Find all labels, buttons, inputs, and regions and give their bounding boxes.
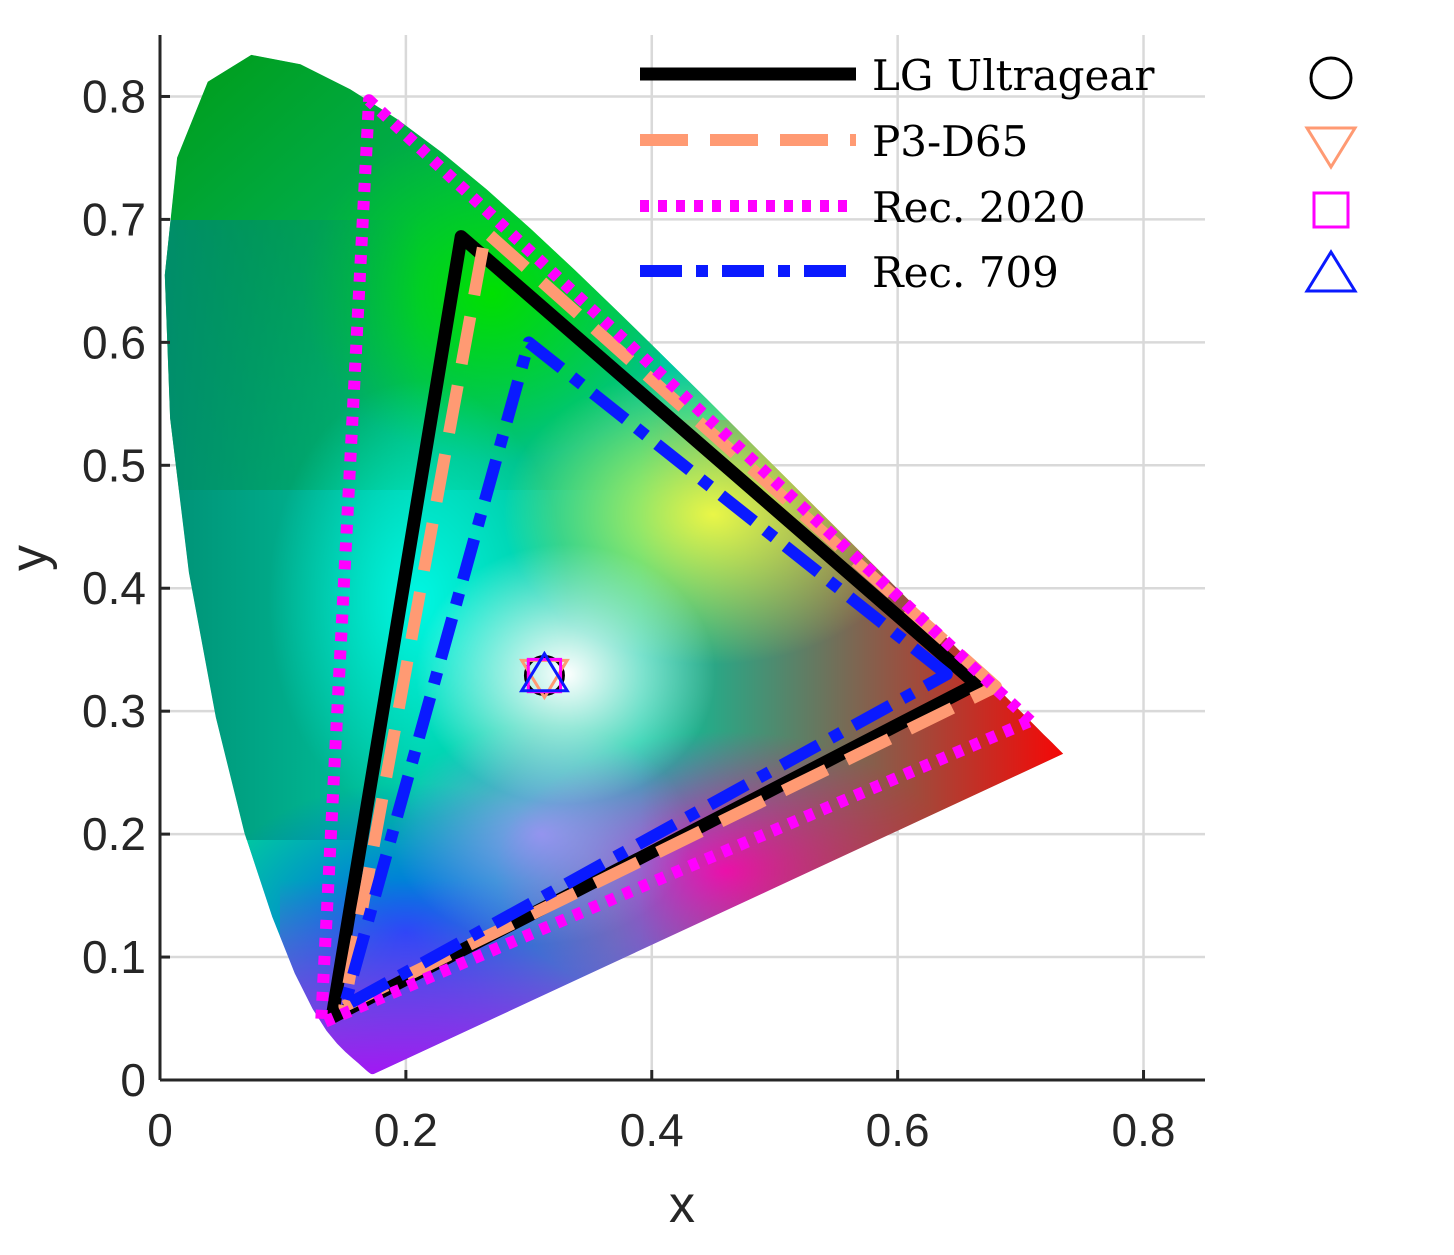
y-tick-label: 0.4 — [82, 562, 146, 614]
y-tick-label: 0.5 — [82, 439, 146, 491]
legend-markers — [640, 56, 1358, 293]
y-tick-label: 0.3 — [82, 685, 146, 737]
legend: LG Ultragear P3-D65 Rec. 2020 Rec. 709 — [872, 51, 1155, 297]
gamut-triangle-3 — [338, 336, 953, 1013]
y-tick-label: 0.6 — [82, 316, 146, 368]
gamut-series — [315, 94, 1037, 1030]
y-tick-label: 0.8 — [82, 70, 146, 122]
legend-marker-3 — [1304, 249, 1358, 293]
white-point-markers — [518, 650, 570, 701]
y-tick-label: 0.7 — [82, 193, 146, 245]
x-tick-label: 0.8 — [1112, 1104, 1176, 1156]
legend-label-lg-ultragear: LG Ultragear — [872, 51, 1155, 100]
gamut-triangle-2 — [315, 94, 1037, 1030]
gamut-triangle-0 — [325, 230, 983, 1024]
x-tick-label: 0 — [147, 1104, 173, 1156]
y-tick-label: 0.2 — [82, 808, 146, 860]
y-tick-label: 0.1 — [82, 931, 146, 983]
x-tick-label: 0.2 — [374, 1104, 438, 1156]
gamut-triangle-1 — [338, 225, 1002, 1013]
legend-label-p3-d65: P3-D65 — [872, 117, 1028, 166]
legend-marker-1 — [1304, 126, 1358, 170]
x-tick-label: 0.4 — [620, 1104, 684, 1156]
y-axis-label: y — [0, 545, 58, 571]
white-point-marker-3 — [518, 650, 570, 693]
legend-marker-0 — [1309, 56, 1353, 100]
legend-marker-2 — [1312, 191, 1350, 229]
x-axis-label: x — [669, 1176, 695, 1234]
x-tick-label: 0.6 — [866, 1104, 930, 1156]
tick-labels: 0 0.2 0.4 0.6 0.8 0 0.1 0.2 0.3 0.4 0.5 0.6 0.7 0.8 — [82, 70, 1175, 1156]
axes — [158, 35, 1205, 1082]
legend-label-rec-709: Rec. 709 — [872, 248, 1059, 297]
white-glow — [415, 544, 716, 805]
legend-label-rec-2020: Rec. 2020 — [872, 183, 1086, 232]
y-tick-label: 0 — [120, 1054, 146, 1106]
